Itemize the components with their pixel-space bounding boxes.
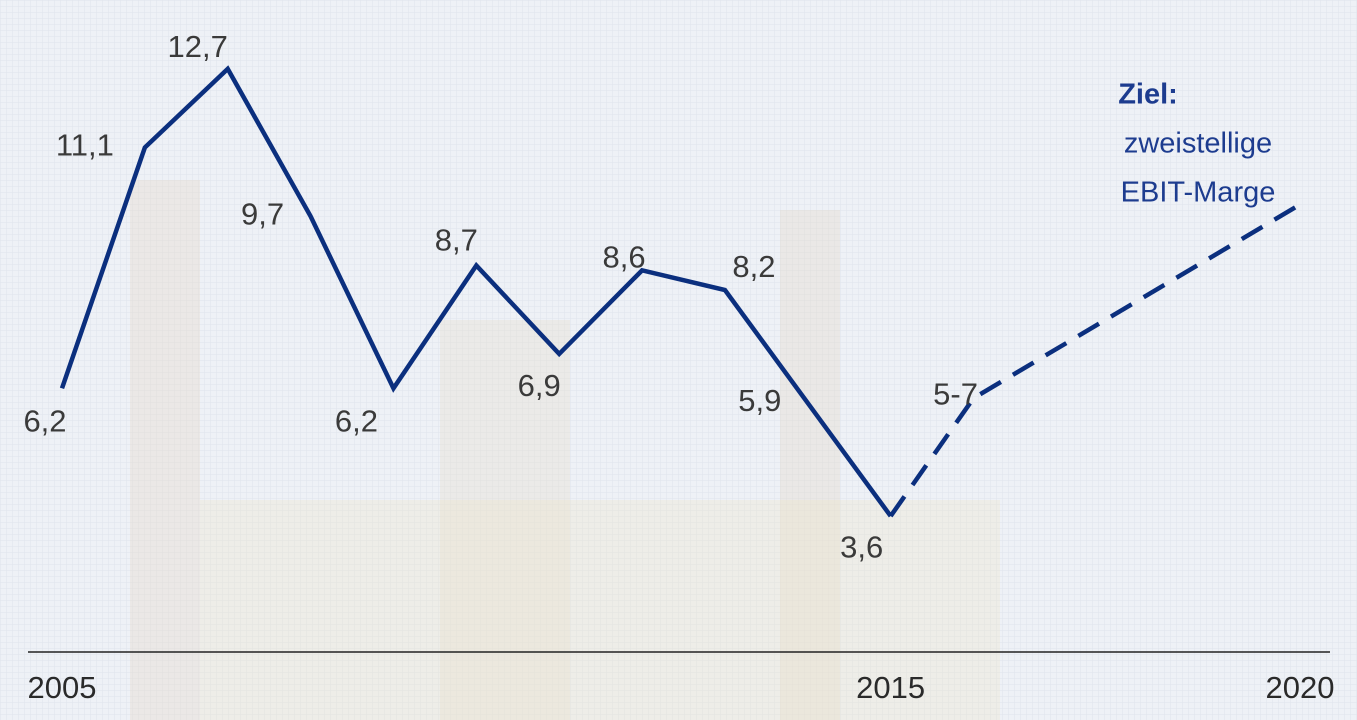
- background-shape: [130, 180, 200, 720]
- data-label: 9,7: [241, 197, 284, 232]
- chart: Ziel: zweistellige EBIT-Marge 2005 2015 20…: [0, 0, 1357, 720]
- data-label: 6,2: [23, 404, 66, 439]
- x-tick-label: 2005: [28, 670, 97, 705]
- data-label: 8,7: [435, 223, 478, 258]
- annotation-text: EBIT-Marge: [1121, 177, 1276, 209]
- data-label: 6,2: [335, 404, 378, 439]
- x-tick-label: 2015: [856, 670, 925, 705]
- data-label: 5,9: [738, 383, 781, 418]
- data-label: 11,1: [56, 128, 114, 163]
- annotation-text: zweistellige: [1124, 128, 1272, 160]
- data-label: 5-7: [933, 376, 978, 411]
- data-label: 8,2: [732, 249, 775, 284]
- x-tick-label: 2020: [1266, 670, 1335, 705]
- annotation-title: Ziel:: [1118, 79, 1178, 111]
- data-label: 12,7: [168, 29, 228, 64]
- data-label: 6,9: [518, 368, 561, 403]
- data-label: 3,6: [840, 529, 883, 564]
- data-label: 8,6: [603, 240, 646, 275]
